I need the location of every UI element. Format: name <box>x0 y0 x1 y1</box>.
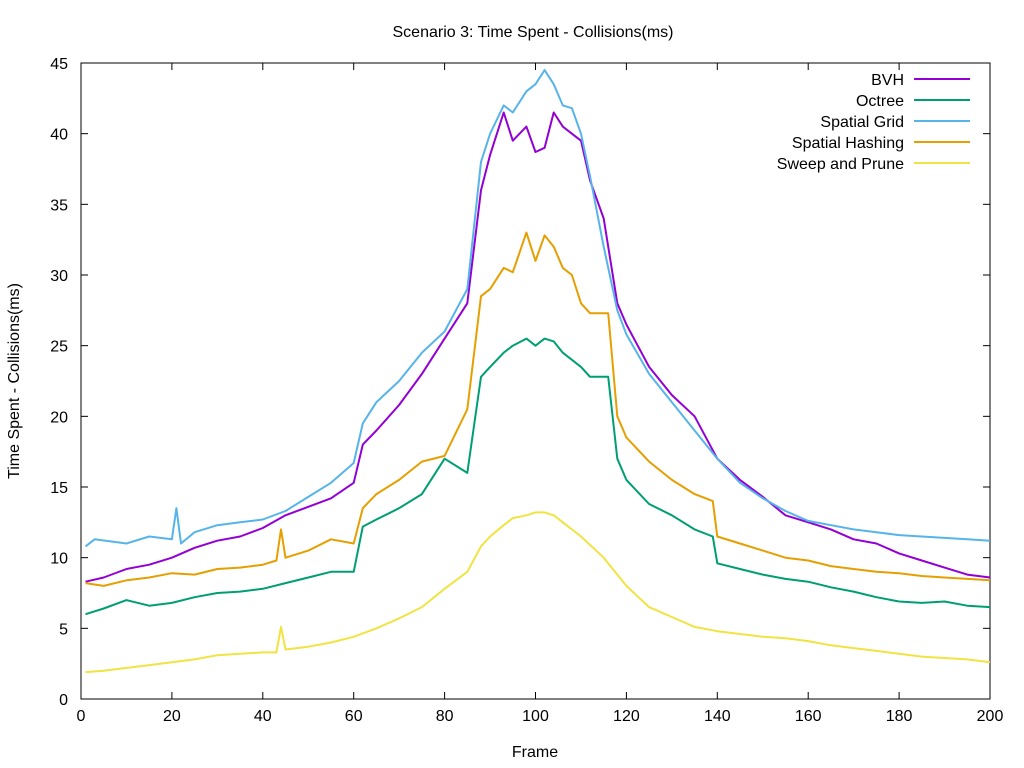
y-axis-label: Time Spent - Collisions(ms) <box>6 283 23 479</box>
y-tick-label: 15 <box>50 480 68 497</box>
y-tick-label: 45 <box>50 56 68 73</box>
legend-label-sweep-and-prune: Sweep and Prune <box>777 156 904 173</box>
y-tick-label: 40 <box>50 127 68 144</box>
x-tick-label: 160 <box>795 708 822 725</box>
x-tick-label: 20 <box>163 708 181 725</box>
y-tick-label: 5 <box>59 621 68 638</box>
series-line-bvh <box>86 113 991 582</box>
x-tick-label: 100 <box>522 708 549 725</box>
y-tick-label: 25 <box>50 339 68 356</box>
x-tick-label: 180 <box>886 708 913 725</box>
x-tick-label: 40 <box>254 708 272 725</box>
x-tick-label: 60 <box>345 708 363 725</box>
legend-label-octree: Octree <box>856 93 904 110</box>
y-tick-label: 35 <box>50 197 68 214</box>
x-tick-label: 140 <box>704 708 731 725</box>
legend-label-spatial-hashing: Spatial Hashing <box>792 135 904 152</box>
y-tick-label: 10 <box>50 551 68 568</box>
x-tick-label: 120 <box>613 708 640 725</box>
x-tick-label: 80 <box>436 708 454 725</box>
y-tick-label: 0 <box>59 692 68 709</box>
y-tick-label: 30 <box>50 268 68 285</box>
series-line-spatial-hashing <box>86 233 991 586</box>
x-axis-label: Frame <box>512 744 558 761</box>
legend-label-spatial-grid: Spatial Grid <box>820 114 904 131</box>
legend: BVH Octree Spatial Grid Spatial Hashing Swee… <box>777 72 970 173</box>
y-tick-label: 20 <box>50 409 68 426</box>
legend-label-bvh: BVH <box>871 72 904 89</box>
x-tick-label: 0 <box>77 708 86 725</box>
x-tick-label: 200 <box>977 708 1004 725</box>
series-line-octree <box>86 339 991 615</box>
chart-title: Scenario 3: Time Spent - Collisions(ms) <box>393 24 674 41</box>
